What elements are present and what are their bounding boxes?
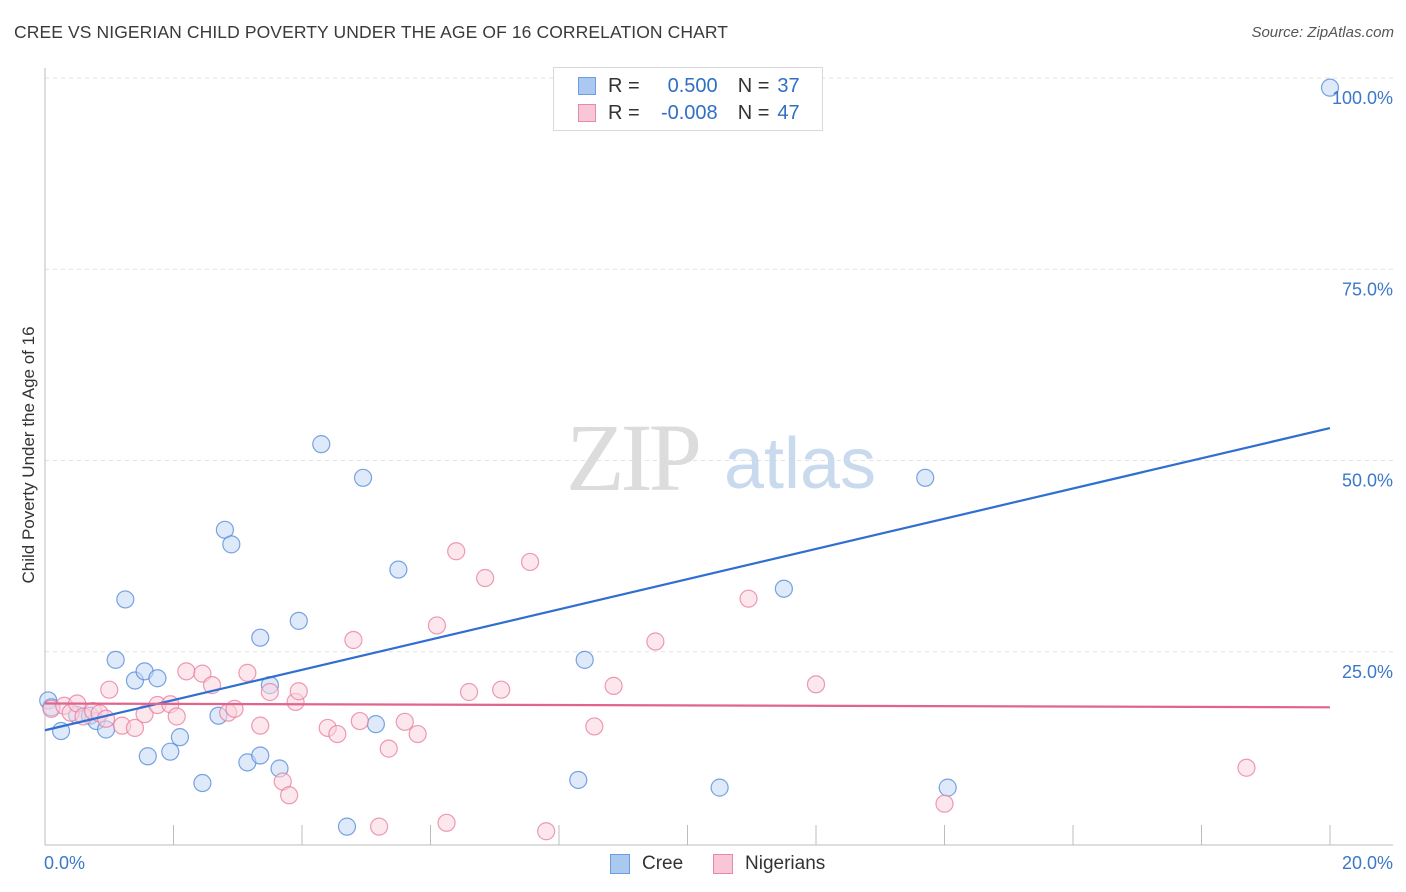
bottom-legend-nigerians: Nigerians bbox=[713, 852, 825, 876]
point-cree bbox=[569, 770, 588, 790]
point-cree bbox=[774, 579, 793, 598]
legend-r-value-nigerians: -0.008 bbox=[660, 101, 718, 124]
legend-r-label: R = bbox=[608, 74, 640, 97]
trendline-cree bbox=[44, 427, 1331, 732]
point-cree bbox=[938, 778, 957, 797]
point-nigerians bbox=[537, 822, 556, 841]
y-tick-label: 75.0% bbox=[1342, 279, 1393, 299]
point-nigerians bbox=[280, 786, 299, 805]
point-nigerians bbox=[476, 568, 495, 588]
x-tick-label: 20.0% bbox=[1342, 853, 1393, 873]
point-cree bbox=[312, 435, 331, 454]
point-cree bbox=[138, 747, 157, 766]
legend-row-cree: R = 0.500 N = 37 bbox=[578, 73, 800, 99]
point-nigerians bbox=[125, 718, 145, 738]
point-nigerians bbox=[251, 716, 270, 735]
point-cree bbox=[337, 817, 357, 836]
bottom-legend-label-nigerians: Nigerians bbox=[745, 853, 826, 874]
point-nigerians bbox=[492, 680, 511, 699]
source-label: Source: ZipAtlas.com bbox=[1251, 24, 1394, 41]
legend-n-label: N = bbox=[737, 74, 770, 97]
legend: R = 0.500 N = 37 R = -0.008 N = 47 bbox=[553, 67, 823, 131]
point-nigerians bbox=[447, 542, 466, 561]
point-nigerians bbox=[585, 717, 604, 736]
legend-swatch-cree bbox=[578, 77, 596, 95]
point-nigerians bbox=[328, 724, 347, 744]
y-tick-label: 25.0% bbox=[1342, 662, 1393, 682]
point-cree bbox=[389, 560, 408, 579]
point-nigerians bbox=[370, 817, 389, 836]
bottom-legend-swatch-cree bbox=[610, 854, 630, 874]
point-nigerians bbox=[177, 662, 196, 681]
point-nigerians bbox=[135, 705, 154, 724]
point-nigerians bbox=[604, 676, 623, 695]
point-cree bbox=[148, 669, 167, 688]
point-cree bbox=[251, 628, 270, 647]
point-nigerians bbox=[935, 794, 954, 813]
watermark-atlas: atlas bbox=[724, 424, 876, 504]
point-nigerians bbox=[408, 724, 427, 744]
point-cree bbox=[193, 773, 212, 793]
point-nigerians bbox=[100, 680, 119, 699]
point-cree bbox=[353, 468, 373, 487]
point-cree bbox=[116, 590, 135, 609]
bottom-legend-swatch-nigerians bbox=[713, 854, 733, 874]
point-nigerians bbox=[806, 675, 826, 694]
y-tick-label: 100.0% bbox=[1332, 88, 1393, 108]
point-cree bbox=[222, 535, 241, 554]
point-cree bbox=[251, 746, 270, 765]
chart-title: CREE VS NIGERIAN CHILD POVERTY UNDER THE… bbox=[14, 22, 729, 42]
point-nigerians bbox=[459, 682, 479, 702]
point-cree bbox=[916, 468, 935, 487]
trendline-nigerians bbox=[44, 702, 1331, 709]
point-cree bbox=[1320, 78, 1340, 97]
legend-n-value-nigerians: 47 bbox=[777, 101, 800, 124]
point-nigerians bbox=[395, 712, 414, 731]
legend-swatch-nigerians bbox=[578, 104, 596, 122]
point-nigerians bbox=[260, 682, 279, 702]
legend-row-nigerians: R = -0.008 N = 47 bbox=[578, 100, 800, 126]
point-cree bbox=[289, 611, 308, 630]
bottom-legend-cree: Cree bbox=[610, 852, 683, 876]
point-cree bbox=[106, 650, 125, 669]
bottom-legend-label-cree: Cree bbox=[642, 853, 684, 874]
point-nigerians bbox=[225, 699, 244, 718]
point-cree bbox=[710, 778, 729, 797]
legend-r-value-cree: 0.500 bbox=[667, 74, 718, 97]
point-cree bbox=[575, 650, 594, 669]
legend-n-label: N = bbox=[737, 101, 770, 124]
point-cree bbox=[170, 728, 190, 747]
y-tick-label: 50.0% bbox=[1342, 471, 1393, 491]
point-nigerians bbox=[344, 630, 363, 650]
point-nigerians bbox=[739, 589, 758, 608]
point-nigerians bbox=[437, 813, 456, 832]
legend-r-label: R = bbox=[608, 101, 640, 124]
point-nigerians bbox=[379, 739, 398, 758]
watermark-zip: ZIP bbox=[566, 404, 699, 511]
point-nigerians bbox=[427, 616, 447, 635]
x-tick-label: 0.0% bbox=[44, 853, 85, 873]
point-nigerians bbox=[167, 707, 186, 726]
point-nigerians bbox=[1237, 758, 1256, 777]
point-cree bbox=[161, 742, 180, 761]
point-nigerians bbox=[96, 709, 116, 728]
legend-n-value-cree: 37 bbox=[777, 74, 800, 97]
point-nigerians bbox=[520, 552, 540, 572]
point-nigerians bbox=[350, 711, 369, 731]
point-cree bbox=[366, 715, 385, 734]
point-nigerians bbox=[646, 632, 665, 651]
point-nigerians bbox=[238, 663, 257, 682]
point-nigerians bbox=[289, 682, 308, 701]
